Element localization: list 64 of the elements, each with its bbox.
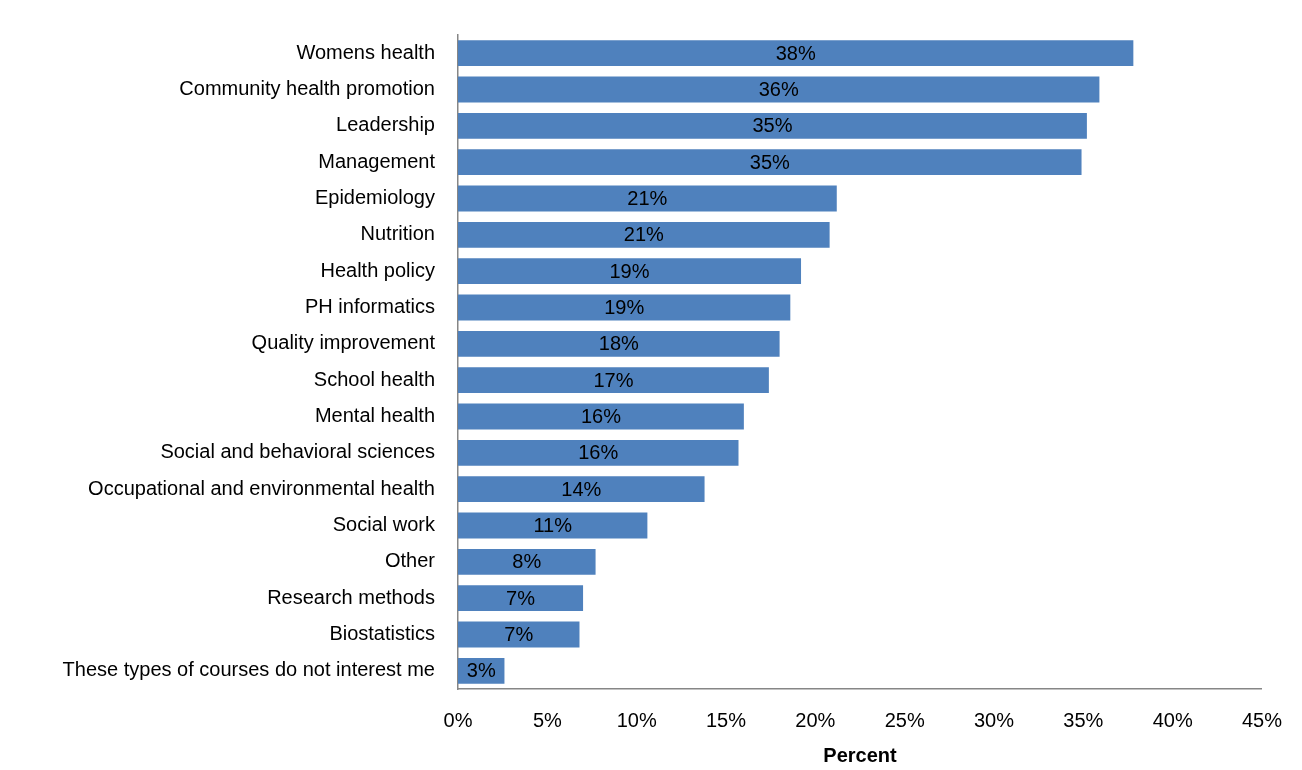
data-label: 19% <box>609 259 650 282</box>
y-tick-label: Social and behavioral sciences <box>160 440 435 463</box>
bar <box>458 76 1100 103</box>
y-tick-label: Social work <box>332 513 436 536</box>
y-tick-label: Research methods <box>267 585 435 608</box>
y-tick-label: Epidemiology <box>314 186 435 209</box>
y-tick-label: Womens health <box>296 40 435 63</box>
data-label: 18% <box>598 332 640 355</box>
data-label: 21% <box>623 223 665 246</box>
x-tick-label: 25% <box>884 708 925 731</box>
data-label: 8% <box>512 550 542 573</box>
y-tick-label: PH informatics <box>304 295 435 318</box>
x-tick-label: 35% <box>1063 708 1104 731</box>
bar <box>458 149 1082 176</box>
bar <box>458 112 1087 139</box>
data-label: 3% <box>466 659 496 682</box>
data-label: 11% <box>533 514 573 537</box>
x-tick-label: 15% <box>705 708 747 731</box>
y-tick-label: Occupational and environmental health <box>88 476 435 499</box>
y-tick-label: Quality improvement <box>251 331 436 354</box>
x-tick-label: 0% <box>443 708 473 731</box>
y-tick-label: These types of courses do not interest me <box>62 658 435 681</box>
y-tick-label: Mental health <box>314 404 435 427</box>
bar <box>458 40 1134 67</box>
y-tick-label: Management <box>318 149 436 172</box>
x-tick-label: 40% <box>1152 708 1193 731</box>
data-label: 19% <box>604 296 645 319</box>
bar <box>458 476 705 503</box>
data-label: 14% <box>561 477 602 500</box>
data-label: 16% <box>578 441 619 464</box>
y-tick-label: Nutrition <box>360 222 435 245</box>
x-tick-label: 20% <box>795 708 836 731</box>
x-tick-label: 30% <box>973 708 1015 731</box>
bar <box>458 585 584 612</box>
data-label: 38% <box>775 41 816 64</box>
y-tick-label: Biostatistics <box>329 622 435 645</box>
y-tick-label: School health <box>313 367 435 390</box>
x-tick-label: 10% <box>616 708 657 731</box>
data-label: 21% <box>627 187 668 210</box>
data-label: 35% <box>752 114 793 137</box>
x-axis-title: Percent <box>823 743 898 766</box>
bar <box>458 221 830 248</box>
data-label: 36% <box>758 78 799 101</box>
bar <box>458 403 744 430</box>
y-tick-label: Leadership <box>336 113 435 136</box>
bar <box>458 439 739 466</box>
y-tick-label: Other <box>384 549 436 572</box>
bar <box>458 294 791 321</box>
data-label: 7% <box>504 623 534 646</box>
data-label: 7% <box>506 586 536 609</box>
bar <box>458 258 802 285</box>
bar <box>458 548 596 575</box>
x-tick-label: 45% <box>1241 708 1283 731</box>
bar <box>458 621 580 648</box>
bar <box>458 185 837 212</box>
y-tick-label: Health policy <box>320 258 435 281</box>
y-tick-label: Community health promotion <box>179 77 435 100</box>
bar <box>458 367 769 394</box>
data-label: 35% <box>749 150 790 173</box>
bar <box>458 330 780 357</box>
data-label: 16% <box>580 405 622 428</box>
data-label: 17% <box>593 368 634 391</box>
x-tick-label: 5% <box>532 708 562 731</box>
bar <box>458 512 648 539</box>
